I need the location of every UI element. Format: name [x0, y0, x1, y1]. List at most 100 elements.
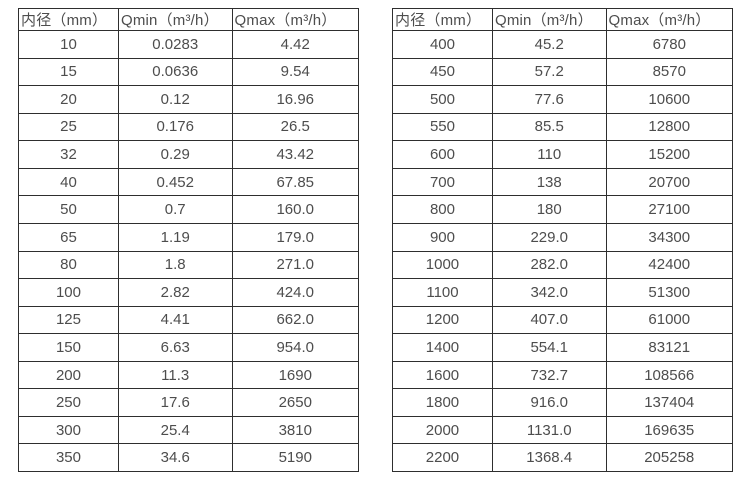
- header-row: 内径（mm） Qmin（m³/h） Qmax（m³/h）: [392, 8, 733, 31]
- cell-diameter: 250: [18, 388, 119, 417]
- cell-diameter: 300: [18, 415, 119, 445]
- table-row: 10 0.0283 4.42: [18, 30, 359, 59]
- cell-qmax: 954.0: [231, 333, 359, 362]
- table-row: 25 0.176 26.5: [18, 112, 359, 142]
- table-row: 200 11.3 1690: [18, 360, 359, 390]
- table-row: 32 0.29 43.42: [18, 140, 359, 169]
- cell-diameter: 1600: [392, 360, 493, 390]
- cell-qmax: 108566: [605, 360, 733, 390]
- cell-diameter: 600: [392, 140, 493, 169]
- cell-qmin: 1.19: [117, 222, 233, 252]
- cell-diameter: 400: [392, 30, 493, 59]
- cell-qmin: 34.6: [117, 443, 233, 472]
- table-row: 550 85.5 12800: [392, 112, 733, 142]
- cell-qmax: 16.96: [231, 85, 359, 114]
- cell-diameter: 450: [392, 57, 493, 87]
- table-row: 1000 282.0 42400: [392, 250, 733, 280]
- header-row: 内径（mm） Qmin（m³/h） Qmax（m³/h）: [18, 8, 359, 31]
- cell-qmax: 2650: [231, 388, 359, 417]
- column-header-qmin: Qmin（m³/h）: [117, 8, 233, 31]
- cell-qmin: 1131.0: [491, 415, 607, 445]
- column-header-diameter: 内径（mm）: [392, 8, 493, 31]
- cell-qmin: 1368.4: [491, 443, 607, 472]
- cell-qmax: 424.0: [231, 278, 359, 307]
- cell-diameter: 2000: [392, 415, 493, 445]
- cell-diameter: 125: [18, 305, 119, 335]
- cell-qmin: 85.5: [491, 112, 607, 142]
- table-row: 20 0.12 16.96: [18, 85, 359, 114]
- cell-qmax: 61000: [605, 305, 733, 335]
- cell-diameter: 10: [18, 30, 119, 59]
- table-row: 150 6.63 954.0: [18, 333, 359, 362]
- cell-diameter: 40: [18, 167, 119, 197]
- cell-qmin: 0.176: [117, 112, 233, 142]
- cell-qmin: 25.4: [117, 415, 233, 445]
- cell-diameter: 1800: [392, 388, 493, 417]
- cell-qmin: 11.3: [117, 360, 233, 390]
- cell-qmax: 137404: [605, 388, 733, 417]
- cell-qmax: 5190: [231, 443, 359, 472]
- cell-qmin: 138: [491, 167, 607, 197]
- cell-diameter: 1100: [392, 278, 493, 307]
- cell-diameter: 15: [18, 57, 119, 87]
- flow-spec-table-small: 内径（mm） Qmin（m³/h） Qmax（m³/h） 10 0.0283 4.42 15…: [18, 8, 359, 472]
- cell-qmin: 4.41: [117, 305, 233, 335]
- cell-diameter: 700: [392, 167, 493, 197]
- cell-qmin: 732.7: [491, 360, 607, 390]
- table-row: 800 180 27100: [392, 195, 733, 224]
- cell-diameter: 550: [392, 112, 493, 142]
- cell-qmax: 43.42: [231, 140, 359, 169]
- table-row: 40 0.452 67.85: [18, 167, 359, 197]
- table-row: 250 17.6 2650: [18, 388, 359, 417]
- cell-qmax: 42400: [605, 250, 733, 280]
- cell-diameter: 50: [18, 195, 119, 224]
- cell-qmin: 282.0: [491, 250, 607, 280]
- cell-qmax: 662.0: [231, 305, 359, 335]
- cell-qmin: 57.2: [491, 57, 607, 87]
- table-row: 1800 916.0 137404: [392, 388, 733, 417]
- table-row: 1600 732.7 108566: [392, 360, 733, 390]
- cell-qmax: 10600: [605, 85, 733, 114]
- cell-diameter: 200: [18, 360, 119, 390]
- cell-qmax: 271.0: [231, 250, 359, 280]
- table-row: 600 110 15200: [392, 140, 733, 169]
- cell-qmax: 12800: [605, 112, 733, 142]
- cell-diameter: 25: [18, 112, 119, 142]
- cell-qmin: 0.0636: [117, 57, 233, 87]
- cell-qmin: 110: [491, 140, 607, 169]
- column-header-qmax: Qmax（m³/h）: [605, 8, 733, 31]
- table-row: 65 1.19 179.0: [18, 222, 359, 252]
- cell-qmax: 179.0: [231, 222, 359, 252]
- cell-qmin: 0.12: [117, 85, 233, 114]
- cell-qmax: 6780: [605, 30, 733, 59]
- cell-qmin: 2.82: [117, 278, 233, 307]
- cell-qmin: 916.0: [491, 388, 607, 417]
- cell-qmin: 229.0: [491, 222, 607, 252]
- cell-qmax: 20700: [605, 167, 733, 197]
- cell-qmax: 160.0: [231, 195, 359, 224]
- cell-qmin: 342.0: [491, 278, 607, 307]
- cell-diameter: 1200: [392, 305, 493, 335]
- table-row: 500 77.6 10600: [392, 85, 733, 114]
- cell-qmax: 34300: [605, 222, 733, 252]
- table-row: 80 1.8 271.0: [18, 250, 359, 280]
- table-row: 2000 1131.0 169635: [392, 415, 733, 445]
- table-row: 15 0.0636 9.54: [18, 57, 359, 87]
- cell-qmax: 169635: [605, 415, 733, 445]
- cell-diameter: 150: [18, 333, 119, 362]
- cell-qmin: 17.6: [117, 388, 233, 417]
- cell-qmin: 407.0: [491, 305, 607, 335]
- cell-diameter: 80: [18, 250, 119, 280]
- cell-qmin: 1.8: [117, 250, 233, 280]
- cell-diameter: 1400: [392, 333, 493, 362]
- column-header-diameter: 内径（mm）: [18, 8, 119, 31]
- cell-diameter: 800: [392, 195, 493, 224]
- table-row: 125 4.41 662.0: [18, 305, 359, 335]
- cell-qmax: 4.42: [231, 30, 359, 59]
- table-row: 100 2.82 424.0: [18, 278, 359, 307]
- cell-diameter: 65: [18, 222, 119, 252]
- table-row: 300 25.4 3810: [18, 415, 359, 445]
- cell-qmax: 8570: [605, 57, 733, 87]
- cell-qmax: 83121: [605, 333, 733, 362]
